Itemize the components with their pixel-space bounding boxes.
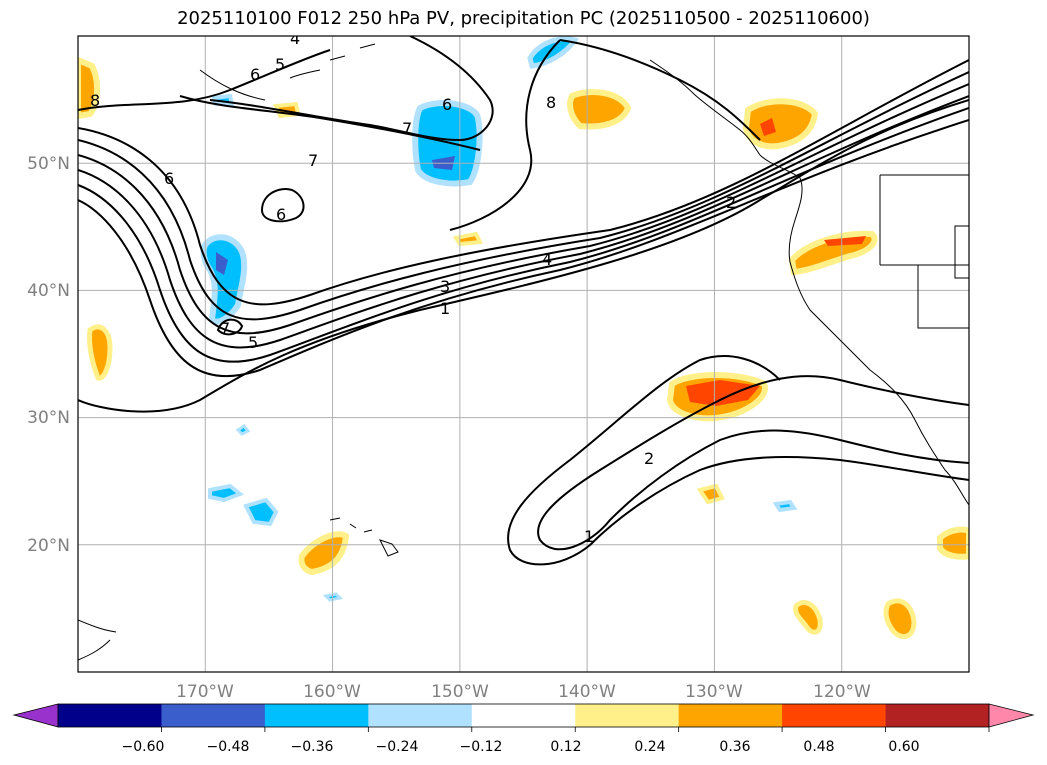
lat-tick-labels: 50°N 40°N 30°N 20°N	[27, 154, 70, 556]
precip-pos-coast-bc	[742, 98, 819, 150]
colorbar-tick-label: −0.12	[460, 739, 503, 755]
precip-neg-small-3	[772, 499, 798, 513]
colorbar-extend-min	[12, 703, 59, 728]
lon-label: 160°W	[303, 682, 361, 702]
pv-contour-north-7	[179, 95, 481, 151]
pv-contour-jet-5	[78, 71, 969, 321]
lon-label: 130°W	[685, 682, 743, 702]
pv-contour-jet-7	[78, 99, 969, 413]
colorbar-segment	[885, 704, 990, 727]
state-boundaries	[879, 175, 969, 329]
contour-label: 7	[402, 119, 412, 138]
lat-label: 20°N	[27, 536, 70, 556]
map-content: 8 6 5 7 6 6 8 7 6 2 4 3 1 5 2 1 4 7	[78, 29, 969, 672]
lat-label: 50°N	[27, 154, 70, 174]
southwest-corner-land	[78, 619, 117, 661]
contour-label: 5	[275, 55, 285, 74]
contour-label: 3	[440, 277, 450, 296]
pv-contour-west-loop	[216, 318, 244, 336]
precip-neg-sw-1	[208, 483, 244, 503]
contour-label: 8	[90, 91, 100, 110]
pv-contour-north-6	[78, 36, 494, 142]
colorbar-segment	[368, 704, 473, 727]
colorbar-segment	[161, 704, 266, 727]
precip-pos-south-2	[883, 598, 917, 640]
precip-pos-south-1	[793, 600, 823, 635]
chart-title: 2025110100 F012 250 hPa PV, precipitatio…	[177, 8, 870, 29]
lon-tick-labels: 170°W 160°W 150°W 140°W 130°W 120°W	[176, 682, 871, 702]
colorbar-segment	[58, 704, 162, 727]
precip-pos-coast-bc-core	[760, 118, 776, 136]
colorbar-tick-label: 0.12	[550, 739, 581, 755]
precip-pos-north-1	[567, 89, 632, 130]
pv-contour-jet-1	[78, 119, 969, 378]
contour-label: 6	[276, 205, 286, 224]
colorbar-tick-label: −0.48	[207, 739, 250, 755]
precip-pos-west-small	[87, 324, 113, 381]
contour-label: 6	[164, 169, 174, 188]
lon-label: 140°W	[558, 682, 616, 702]
pv-contour-jet-4	[78, 83, 969, 335]
colorbar-segment	[782, 704, 887, 727]
hawaii-islands	[329, 517, 399, 557]
precip-pos-west-edge	[78, 56, 100, 120]
pv-contour-west-6	[260, 188, 305, 223]
contour-label: 7	[220, 319, 230, 338]
contour-label: 6	[250, 65, 260, 84]
precip-neg-tiny-1	[235, 423, 251, 436]
lon-label: 150°W	[431, 682, 489, 702]
colorbar-tick-label: 0.60	[888, 739, 919, 755]
contour-label: 6	[442, 95, 452, 114]
map-background	[78, 36, 969, 672]
contour-label: 2	[726, 193, 736, 212]
pv-contour-jet-3	[78, 95, 969, 349]
coastline-north-america	[759, 154, 969, 506]
colorbar-segment	[678, 704, 783, 727]
colorbar-tick-label: −0.24	[376, 739, 419, 755]
colorbar-tick-label: −0.60	[122, 739, 165, 755]
pv-contours	[78, 36, 969, 566]
pv-contour-ridge-8	[449, 39, 761, 231]
contour-label: 4	[542, 250, 552, 269]
precip-pos-small-3	[696, 483, 725, 505]
lat-label: 40°N	[27, 281, 70, 301]
precip-pos-nevada-core	[824, 236, 866, 246]
pv-contour-jet-2	[78, 107, 969, 363]
colorbar: −0.60 −0.48 −0.36 −0.24 −0.12 0.12 0.24 …	[12, 703, 1035, 755]
colorbar-segment	[264, 704, 369, 727]
pv-contour-jet-6	[78, 59, 969, 306]
precip-neg-west-core	[216, 252, 228, 275]
lat-label: 30°N	[27, 408, 70, 428]
contour-label: 2	[644, 449, 654, 468]
pv-contour-labels: 8 6 5 7 6 6 8 7 6 2 4 3 1 5 2 1 4 7	[90, 29, 736, 546]
colorbar-extend-max	[988, 703, 1035, 728]
contour-label: 7	[308, 151, 318, 170]
contour-label: 4	[290, 29, 300, 48]
contour-label: 5	[248, 333, 258, 352]
contour-label: 8	[546, 93, 556, 112]
colorbar-tick-labels: −0.60 −0.48 −0.36 −0.24 −0.12 0.12 0.24 …	[122, 739, 920, 755]
precip-pos-central-core	[686, 380, 760, 406]
colorbar-tick-label: 0.36	[719, 739, 750, 755]
colorbar-tick-label: 0.48	[803, 739, 834, 755]
lon-label: 170°W	[176, 682, 234, 702]
colorbar-segment	[575, 704, 680, 727]
colorbar-tick-label: −0.36	[291, 739, 334, 755]
colorbar-tick-label: 0.24	[634, 739, 665, 755]
contour-label: 1	[440, 299, 450, 318]
contour-label: 1	[584, 527, 594, 546]
precip-pos-small-2	[452, 231, 484, 247]
pv-contour-trough-2	[507, 355, 969, 566]
lon-label: 120°W	[813, 682, 871, 702]
pv-contour-trough-1	[537, 375, 969, 551]
colorbar-segment	[471, 704, 576, 727]
precip-neg-sw-2	[243, 497, 279, 527]
precip-pos-east-edge	[937, 526, 969, 560]
precip-pos-hawaii	[298, 531, 350, 576]
map-frame	[77, 35, 970, 673]
